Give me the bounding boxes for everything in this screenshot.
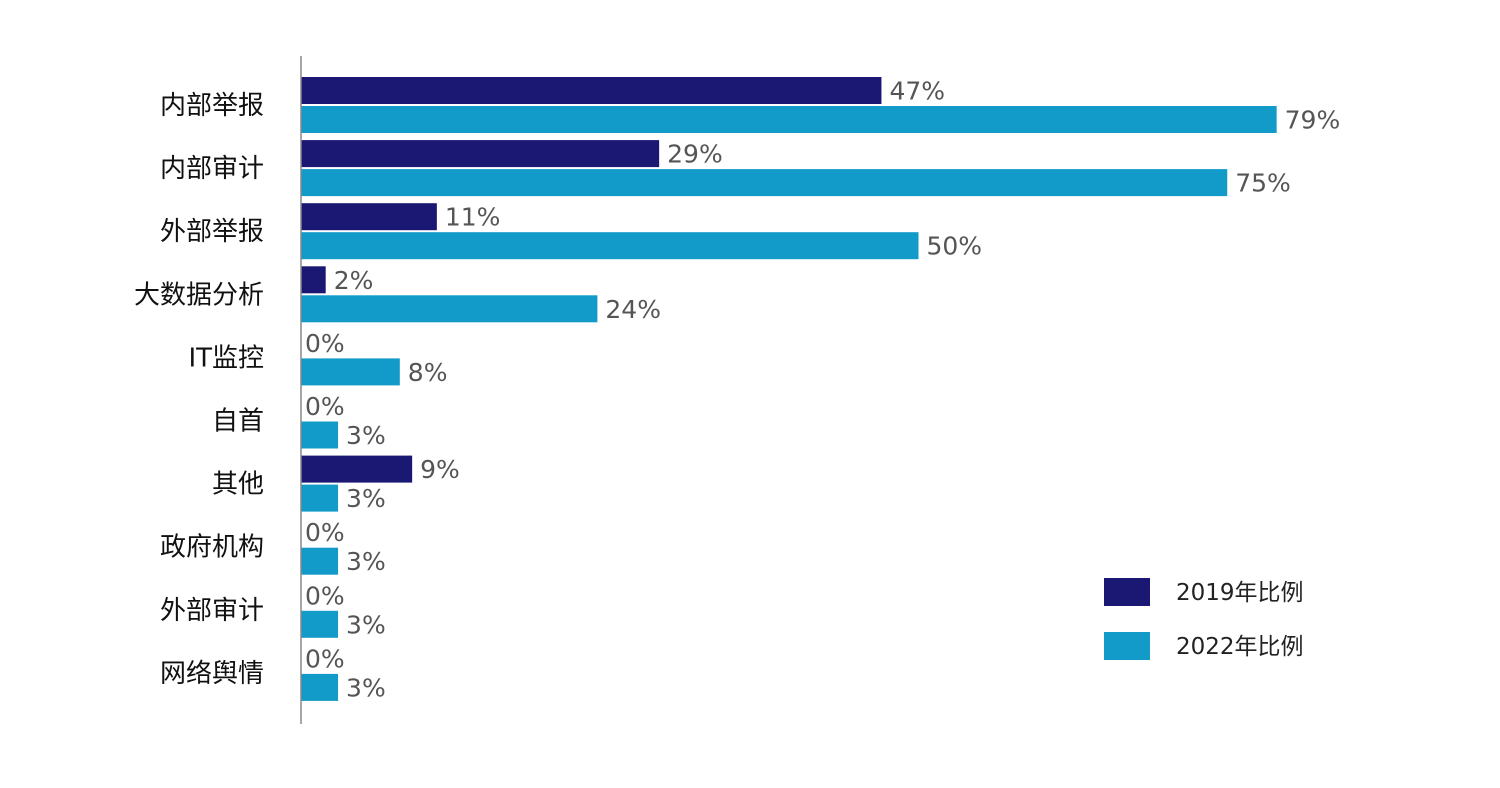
- bars-layer: [301, 77, 1277, 701]
- bar-series-2022: [301, 358, 400, 386]
- bar-series-2022: [301, 421, 339, 449]
- data-label: 0%: [305, 329, 345, 358]
- category-label: 内部举报: [160, 91, 264, 121]
- data-label: 3%: [346, 484, 386, 513]
- bar-series-2019: [301, 203, 437, 231]
- data-label: 2%: [334, 266, 374, 295]
- bar-series-2022: [301, 673, 339, 701]
- data-label: 29%: [667, 140, 723, 169]
- bar-series-2022: [301, 232, 919, 260]
- category-label: 内部审计: [160, 154, 264, 184]
- legend: 2019年比例 2022年比例: [1104, 578, 1304, 660]
- data-label: 0%: [305, 392, 345, 421]
- bar-series-2019: [301, 266, 326, 294]
- data-label: 0%: [305, 644, 345, 673]
- bar-series-2022: [301, 295, 598, 323]
- category-label: 外部举报: [160, 217, 264, 247]
- bar-series-2022: [301, 484, 339, 512]
- data-label: 8%: [408, 358, 448, 387]
- bar-series-2019: [301, 140, 660, 168]
- data-label: 75%: [1235, 169, 1291, 198]
- bar-series-2022: [301, 169, 1228, 197]
- category-label: 外部审计: [160, 596, 264, 626]
- data-label: 3%: [346, 547, 386, 576]
- data-label: 11%: [445, 203, 501, 232]
- data-label: 79%: [1285, 106, 1341, 135]
- data-label: 3%: [346, 673, 386, 702]
- category-label: 网络舆情: [160, 659, 264, 689]
- bar-series-2019: [301, 455, 413, 483]
- data-label: 3%: [346, 421, 386, 450]
- legend-swatch: [1104, 578, 1150, 606]
- data-label: 50%: [927, 232, 983, 261]
- legend-label: 2019年比例: [1176, 580, 1304, 606]
- category-label: 自首: [212, 407, 264, 437]
- data-label: 9%: [420, 455, 460, 484]
- legend-swatch: [1104, 632, 1150, 660]
- labels-layer: 内部举报 47% 79% 内部审计 29% 75% 外部举报 11% 50% 大数据分析 2% 24%…: [134, 77, 1340, 703]
- data-label: 47%: [889, 77, 945, 106]
- bar-series-2022: [301, 610, 339, 638]
- category-label: IT监控: [188, 343, 264, 373]
- category-label: 其他: [212, 470, 264, 500]
- data-label: 24%: [605, 295, 661, 324]
- category-label: 大数据分析: [134, 280, 264, 310]
- category-label: 政府机构: [160, 533, 264, 563]
- legend-label: 2022年比例: [1176, 634, 1304, 660]
- data-label: 3%: [346, 610, 386, 639]
- data-label: 0%: [305, 581, 345, 610]
- bar-series-2019: [301, 77, 882, 104]
- bar-series-2022: [301, 106, 1277, 133]
- data-label: 0%: [305, 518, 345, 547]
- bar-series-2022: [301, 547, 339, 575]
